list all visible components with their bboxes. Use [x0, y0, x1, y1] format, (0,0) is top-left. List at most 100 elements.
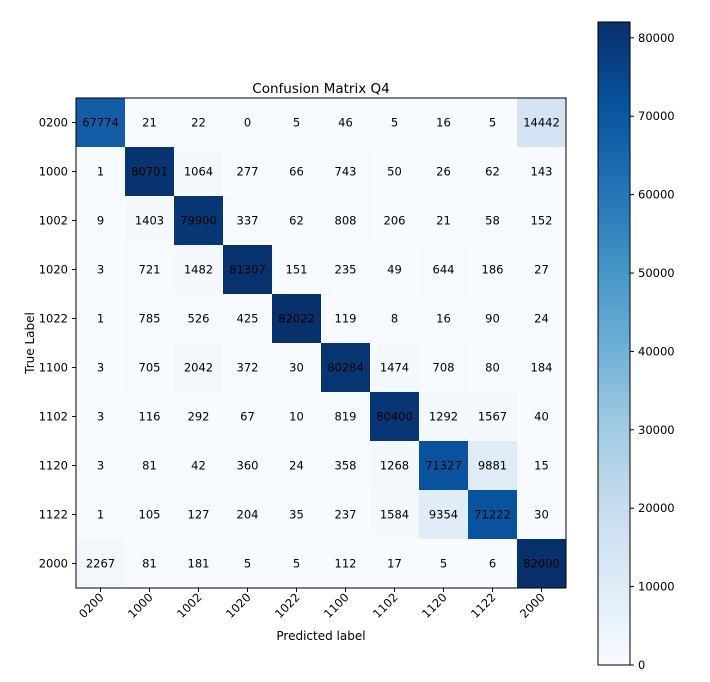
cell-value-label: 743: [335, 165, 357, 179]
cell-value-label: 237: [335, 508, 357, 522]
matrix-cell: [468, 98, 518, 148]
cell-value-label: 1567: [478, 410, 507, 424]
matrix-cell: [223, 343, 273, 393]
matrix-cell: [125, 392, 175, 442]
cell-value-label: 2267: [86, 557, 115, 571]
cell-value-label: 24: [289, 459, 304, 473]
cell-value-label: 526: [188, 312, 210, 326]
matrix-cell: [321, 343, 371, 393]
y-tick-label: 1122: [39, 508, 68, 522]
cell-value-label: 1064: [184, 165, 213, 179]
cell-value-label: 50: [387, 165, 402, 179]
cell-value-label: 67774: [82, 116, 119, 130]
matrix-cell: [468, 294, 518, 344]
cell-value-label: 14442: [523, 116, 560, 130]
cell-value-label: 80701: [131, 165, 168, 179]
y-tick-label: 1022: [39, 312, 68, 326]
matrix-cell: [272, 245, 322, 295]
cell-value-label: 79900: [180, 214, 217, 228]
matrix-cell: [76, 343, 126, 393]
cell-value-label: 71222: [474, 508, 511, 522]
colorbar-tick-label: 40000: [638, 344, 675, 358]
cell-value-label: 5: [391, 116, 398, 130]
matrix-cell: [370, 490, 420, 540]
cell-value-label: 819: [335, 410, 357, 424]
matrix-cell: [223, 539, 273, 589]
matrix-cell: [370, 441, 420, 491]
matrix-cell: [517, 147, 567, 197]
y-tick-label: 2000: [39, 557, 68, 571]
cell-value-label: 705: [139, 361, 161, 375]
cell-value-label: 112: [335, 557, 357, 571]
cell-value-label: 1: [97, 312, 104, 326]
cell-value-label: 35: [289, 508, 304, 522]
cell-value-label: 17: [387, 557, 402, 571]
x-axis-ticks: 0200 1000 1002 1020 1022 1100 1102 1120 1122 2000: [76, 588, 548, 621]
colorbar-tick-label: 50000: [638, 266, 675, 280]
colorbar-tick-label: 20000: [638, 501, 675, 515]
cell-value-label: 1584: [380, 508, 409, 522]
matrix-cell: [174, 245, 224, 295]
matrix-cell: [321, 245, 371, 295]
cell-value-label: 1: [97, 165, 104, 179]
matrix-cell: [419, 98, 469, 148]
cell-value-label: 186: [482, 263, 504, 277]
cell-value-label: 80: [485, 361, 500, 375]
y-axis-label: True Label: [23, 312, 37, 375]
matrix-cell: [517, 343, 567, 393]
matrix-cell: [174, 343, 224, 393]
matrix-cell: [517, 98, 567, 148]
cell-value-label: 27: [534, 263, 549, 277]
cell-value-label: 152: [531, 214, 553, 228]
colorbar-tick-label: 80000: [638, 31, 675, 45]
matrix-cell: [174, 441, 224, 491]
matrix-cell: [370, 294, 420, 344]
cell-value-label: 30: [534, 508, 549, 522]
matrix-cell: [125, 294, 175, 344]
cell-value-label: 15: [534, 459, 549, 473]
colorbar-tick-label: 0: [638, 658, 645, 672]
matrix-cell: [370, 196, 420, 246]
matrix-cell: [223, 196, 273, 246]
cell-value-label: 1474: [380, 361, 409, 375]
x-tick-label: 2000: [517, 590, 548, 621]
cell-value-label: 116: [139, 410, 161, 424]
cell-value-label: 708: [433, 361, 455, 375]
matrix-cell: [370, 98, 420, 148]
cell-value-label: 5: [244, 557, 251, 571]
cell-value-label: 292: [188, 410, 210, 424]
y-tick-label: 1120: [39, 459, 68, 473]
cell-value-label: 46: [338, 116, 353, 130]
colorbar: [597, 21, 631, 666]
cell-value-label: 21: [436, 214, 451, 228]
matrix-cell: [272, 196, 322, 246]
cell-value-label: 3: [97, 410, 104, 424]
matrix-cell: [321, 294, 371, 344]
matrix-cell: [468, 490, 518, 540]
cell-value-label: 80284: [327, 361, 364, 375]
matrix-cell: [321, 539, 371, 589]
matrix-cell: [223, 98, 273, 148]
matrix-cell: [76, 539, 126, 589]
matrix-cell: [223, 294, 273, 344]
cell-value-label: 40: [534, 410, 549, 424]
cell-value-label: 30: [289, 361, 304, 375]
matrix-cell: [468, 245, 518, 295]
cell-value-label: 151: [286, 263, 308, 277]
chart-title: Confusion Matrix Q4: [252, 81, 389, 97]
cell-value-label: 277: [237, 165, 259, 179]
cell-value-label: 6: [489, 557, 496, 571]
matrix-cell: [76, 441, 126, 491]
y-axis-ticks: 0200 1000 1002 1020 1022 1100 1102 1120 1122 2000: [39, 116, 76, 571]
y-tick-label: 0200: [39, 116, 68, 130]
cell-value-label: 22: [191, 116, 206, 130]
cell-value-label: 105: [139, 508, 161, 522]
x-tick-label: 1000: [125, 590, 156, 621]
y-tick-label: 1100: [39, 361, 68, 375]
matrix-cell: [468, 147, 518, 197]
cell-value-label: 62: [289, 214, 304, 228]
matrix-cell: [370, 147, 420, 197]
matrix-cell: [272, 294, 322, 344]
colorbar-tick-label: 60000: [638, 188, 675, 202]
matrix-cell: [419, 196, 469, 246]
